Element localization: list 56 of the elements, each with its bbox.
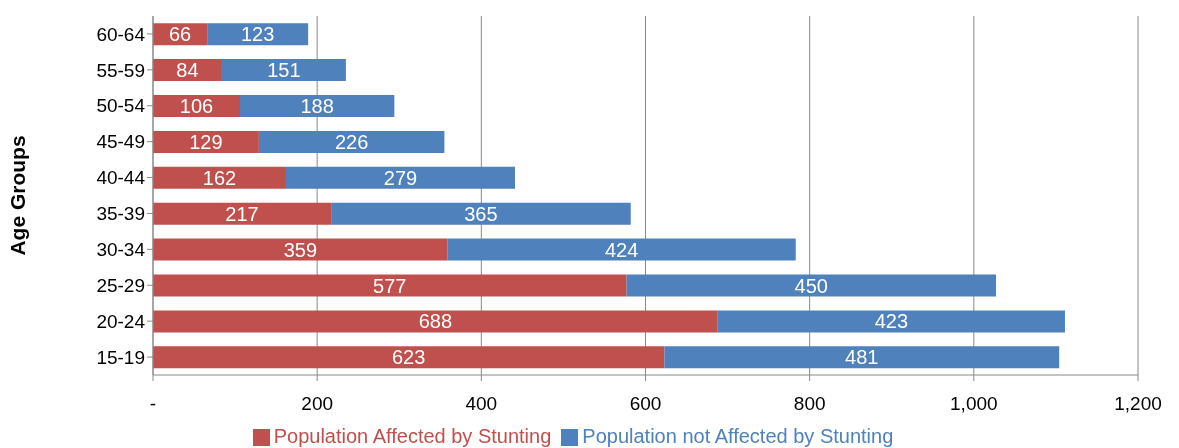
y-axis-title: Age Groups <box>6 135 30 256</box>
bar <box>153 310 718 333</box>
data-label: 66 <box>168 23 192 46</box>
y-tick-label: 55-59 <box>96 59 145 81</box>
x-tick-label: 1,200 <box>1114 393 1162 415</box>
legend-label: Population Affected by Stunting <box>273 425 552 447</box>
y-tick-label: 40-44 <box>96 167 146 189</box>
bar <box>153 238 448 261</box>
data-label: 123 <box>240 23 275 46</box>
bar <box>153 346 665 369</box>
data-label: 151 <box>267 59 301 82</box>
y-tick-label: 20-24 <box>96 310 146 332</box>
data-label: 688 <box>418 310 453 333</box>
data-label: 481 <box>845 346 879 369</box>
data-label: 279 <box>383 166 418 189</box>
legend-label: Population not Affected by Stunting <box>582 425 894 447</box>
data-label: 423 <box>874 310 909 333</box>
x-tick-label: 1,000 <box>950 393 998 415</box>
bar <box>447 238 796 261</box>
data-label: 226 <box>334 130 369 153</box>
x-tick-label: 200 <box>301 393 334 415</box>
bar <box>153 166 286 189</box>
bar <box>331 202 631 225</box>
y-tick-label: 15-19 <box>96 346 145 368</box>
data-label: 365 <box>464 202 498 225</box>
bar <box>626 274 996 297</box>
data-label: 577 <box>373 274 407 297</box>
bar <box>221 59 346 82</box>
bar <box>240 94 395 117</box>
bar <box>285 166 515 189</box>
y-tick-label: 35-39 <box>96 203 145 225</box>
data-label: 84 <box>176 59 199 82</box>
y-tick-label: 30-34 <box>96 239 146 261</box>
x-tick-label: 600 <box>629 393 662 415</box>
data-label: 359 <box>283 238 318 261</box>
y-tick-label: 60-64 <box>96 23 146 45</box>
data-label: 162 <box>202 166 237 189</box>
x-tick-label: 400 <box>465 393 498 415</box>
data-label: 623 <box>392 346 426 369</box>
bar <box>153 274 627 297</box>
x-tick-label: 800 <box>793 393 826 415</box>
bar <box>207 23 309 46</box>
x-tick-label: - <box>149 393 157 415</box>
bar <box>153 202 332 225</box>
bar <box>664 346 1060 369</box>
data-label: 217 <box>225 202 259 225</box>
data-label: 424 <box>605 238 639 261</box>
bar <box>717 310 1065 333</box>
data-label: 450 <box>794 274 828 297</box>
data-label: 188 <box>300 95 334 118</box>
bar <box>258 130 445 153</box>
y-tick-label: 50-54 <box>96 95 146 117</box>
y-tick-label: 25-29 <box>96 274 145 296</box>
data-label: 129 <box>189 130 223 153</box>
y-tick-label: 45-49 <box>96 131 145 153</box>
data-label: 106 <box>179 95 214 118</box>
